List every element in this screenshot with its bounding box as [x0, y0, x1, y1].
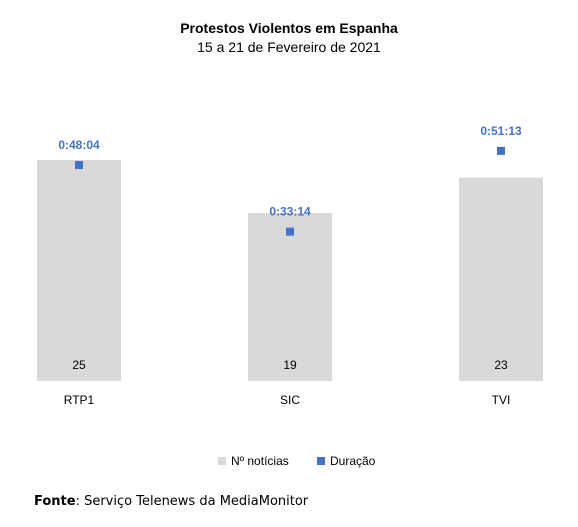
duration-label-sic: 0:33:14	[269, 205, 311, 219]
bar-value-label-tvi: 23	[494, 358, 508, 372]
source-label: Fonte	[34, 494, 76, 509]
bar-tvi	[459, 177, 543, 381]
legend-label-duracao: Duração	[330, 454, 376, 468]
category-label-sic: SIC	[280, 393, 300, 407]
duration-marker-sic	[286, 227, 294, 236]
source-note: Fonte: Serviço Telenews da MediaMonitor	[34, 494, 308, 509]
bar-rtp1	[37, 160, 121, 381]
source-text: : Serviço Telenews da MediaMonitor	[75, 494, 309, 509]
chart-subtitle: 15 a 21 de Fevereiro de 2021	[197, 39, 381, 55]
legend-swatch-duracao	[317, 457, 325, 465]
duration-label-tvi: 0:51:13	[480, 124, 522, 138]
duration-label-rtp1: 0:48:04	[58, 138, 100, 152]
chart-canvas: 25 0:48:04 RTP1 19 0:33:14 SIC 23 0:51:13 TVI	[37, 124, 543, 407]
bar-value-label-sic: 19	[283, 358, 297, 372]
category-label-tvi: TVI	[492, 393, 511, 407]
bar-sic	[248, 213, 332, 381]
bar-value-label-rtp1: 25	[72, 358, 86, 372]
legend-swatch-noticias	[218, 457, 226, 465]
legend-item-noticias: Nº notícias	[218, 454, 289, 468]
category-label-rtp1: RTP1	[64, 393, 95, 407]
chart-title: Protestos Violentos em Espanha	[180, 20, 398, 36]
duration-marker-tvi	[497, 146, 505, 155]
legend-label-noticias: Nº notícias	[231, 454, 289, 468]
legend-item-duracao: Duração	[317, 454, 375, 468]
duration-marker-rtp1	[75, 161, 83, 170]
